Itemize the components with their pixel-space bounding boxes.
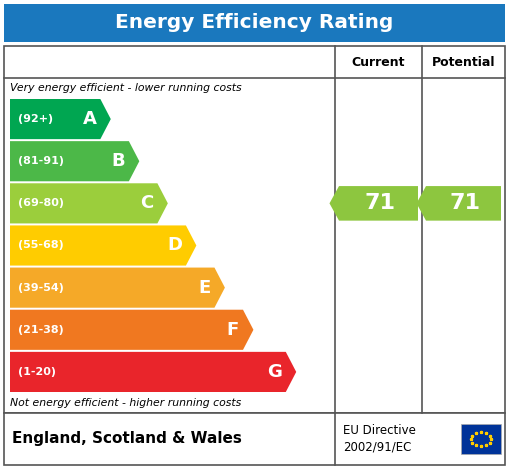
Text: B: B [111,152,125,170]
Text: F: F [227,321,239,339]
Polygon shape [10,310,253,350]
Polygon shape [416,186,501,220]
Text: Not energy efficient - higher running costs: Not energy efficient - higher running co… [10,398,241,408]
Text: Potential: Potential [432,56,495,69]
Text: C: C [140,194,153,212]
Polygon shape [329,186,418,220]
Polygon shape [10,141,139,181]
Text: E: E [198,279,210,297]
Polygon shape [10,183,168,223]
Text: G: G [267,363,282,381]
Text: 71: 71 [365,193,396,213]
Text: Current: Current [352,56,405,69]
Polygon shape [10,99,111,139]
Polygon shape [10,226,196,266]
Text: (21-38): (21-38) [18,325,64,335]
Text: (69-80): (69-80) [18,198,64,208]
Text: EU Directive
2002/91/EC: EU Directive 2002/91/EC [343,424,416,454]
Text: Very energy efficient - lower running costs: Very energy efficient - lower running co… [10,83,242,93]
Bar [4,4,505,42]
Text: (92+): (92+) [18,114,53,124]
Bar [461,424,501,454]
Text: (1-20): (1-20) [18,367,56,377]
Polygon shape [10,352,296,392]
Text: 71: 71 [450,193,481,213]
Text: (81-91): (81-91) [18,156,64,166]
Bar [4,413,505,465]
Text: (39-54): (39-54) [18,283,64,293]
Bar [4,46,505,413]
Text: (55-68): (55-68) [18,241,64,250]
Text: Energy Efficiency Rating: Energy Efficiency Rating [116,14,393,33]
Text: England, Scotland & Wales: England, Scotland & Wales [12,432,242,446]
Text: D: D [167,236,182,255]
Polygon shape [10,268,225,308]
Text: A: A [82,110,96,128]
